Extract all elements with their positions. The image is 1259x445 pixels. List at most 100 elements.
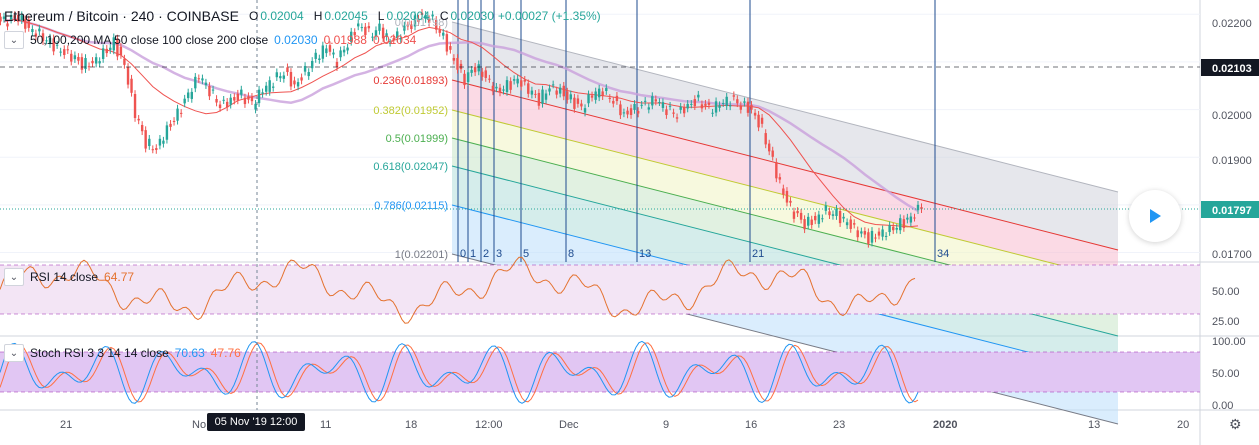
candle-body <box>548 88 551 92</box>
fib-zone-fill <box>452 110 1118 308</box>
candle-body <box>551 84 555 86</box>
candle-body <box>569 94 572 100</box>
candle-body <box>264 85 268 92</box>
candle-body <box>874 237 877 239</box>
candle-body <box>445 34 449 52</box>
candle-body <box>303 66 307 72</box>
candle-body <box>764 133 767 145</box>
candle-body <box>59 51 62 53</box>
candle-body <box>895 227 898 230</box>
stoch-tick: 100.00 <box>1212 336 1246 348</box>
chevron-down-icon[interactable]: ⌄ <box>4 268 24 286</box>
candle-body <box>371 36 374 38</box>
candle-body <box>109 47 112 51</box>
candle-body <box>636 110 640 114</box>
candle-body <box>534 93 537 95</box>
candle-body <box>629 108 633 116</box>
candle-body <box>314 52 317 59</box>
candle-body <box>807 216 810 226</box>
candle-body <box>318 58 321 60</box>
time-axis[interactable]: 21 No 11 18 12:00 Dec 9 16 23 2020 13 20 <box>60 419 1189 431</box>
candle-body <box>137 118 140 121</box>
chevron-down-icon[interactable]: ⌄ <box>4 344 24 362</box>
candle-body <box>406 25 410 27</box>
dashed-level-tag <box>1201 59 1259 76</box>
candle-body <box>817 214 821 224</box>
time-tick: 9 <box>663 419 669 431</box>
candle-body <box>803 219 806 230</box>
candle-body <box>498 87 502 93</box>
fib-time-zone-label: 13 <box>639 248 651 260</box>
candle-body <box>725 96 728 107</box>
candle-body <box>736 99 739 104</box>
candle-body <box>399 38 402 40</box>
candle-body <box>247 96 250 100</box>
candle-body <box>215 98 218 103</box>
time-tick: Dec <box>559 419 579 431</box>
candle-body <box>693 99 697 107</box>
candle-body <box>778 177 782 180</box>
candle-body <box>835 208 838 217</box>
candle-body <box>204 82 208 86</box>
candle-body <box>746 101 750 113</box>
candle-body <box>34 33 38 37</box>
price-tick: 0.02000 <box>1212 110 1252 122</box>
candle-body <box>566 91 569 100</box>
candle-body <box>240 89 243 95</box>
candle-body <box>853 223 856 225</box>
fib-time-zone-label: 21 <box>752 248 764 260</box>
candle-body <box>576 98 580 104</box>
candle-body <box>396 31 399 38</box>
stoch-k-line <box>0 340 919 404</box>
candle-body <box>459 63 463 70</box>
candle-body <box>902 219 906 229</box>
candle-body <box>101 48 105 59</box>
candle-body <box>789 200 792 203</box>
chevron-down-icon[interactable]: ⌄ <box>4 31 24 49</box>
candle-body <box>619 104 622 116</box>
gear-icon[interactable]: ⚙ <box>1229 416 1242 432</box>
candle-body <box>45 40 48 42</box>
candle-body <box>105 48 108 54</box>
candle-body <box>332 52 335 55</box>
candle-body <box>293 80 296 85</box>
candle-body <box>824 205 828 211</box>
candle-body <box>643 100 647 102</box>
candle-body <box>775 162 778 179</box>
candle-body <box>328 45 332 52</box>
scroll-to-realtime-button[interactable] <box>1129 190 1181 242</box>
candle-body <box>73 55 77 60</box>
candle-body <box>13 15 16 19</box>
candle-body <box>831 214 835 216</box>
candle-body <box>112 37 115 51</box>
candle-body <box>431 14 434 17</box>
candle-body <box>126 66 130 85</box>
candle-body <box>211 89 215 91</box>
play-icon <box>1150 209 1161 223</box>
candle-body <box>279 76 282 79</box>
moving-averages <box>3 17 919 228</box>
candle-body <box>488 78 491 80</box>
candle-body <box>403 25 406 31</box>
stoch-axis[interactable]: 100.00 50.00 0.00 <box>1212 336 1246 412</box>
rsi-axis[interactable]: 50.00 25.00 <box>1212 286 1240 328</box>
candle-body <box>785 190 789 203</box>
candle-body <box>597 88 601 98</box>
ma50-line <box>3 18 919 228</box>
fib-time-zone-label: 5 <box>523 248 529 260</box>
candle-body <box>899 218 902 231</box>
candle-body <box>307 72 310 77</box>
candle-body <box>94 57 98 64</box>
fib-level-label: 1(0.02201) <box>395 249 448 261</box>
price-axis[interactable]: 0.02200 0.02000 0.01900 0.01700 0.02103 … <box>1201 18 1259 261</box>
candle-body <box>250 96 254 102</box>
candle-body <box>194 76 197 89</box>
candle-body <box>91 60 94 64</box>
price-tick: 0.01700 <box>1212 249 1252 261</box>
candle-body <box>116 38 119 57</box>
candle-body <box>796 210 799 214</box>
candle-body <box>792 211 796 219</box>
fib-time-zone-label: 0 <box>460 248 466 260</box>
candle-body <box>183 98 186 104</box>
